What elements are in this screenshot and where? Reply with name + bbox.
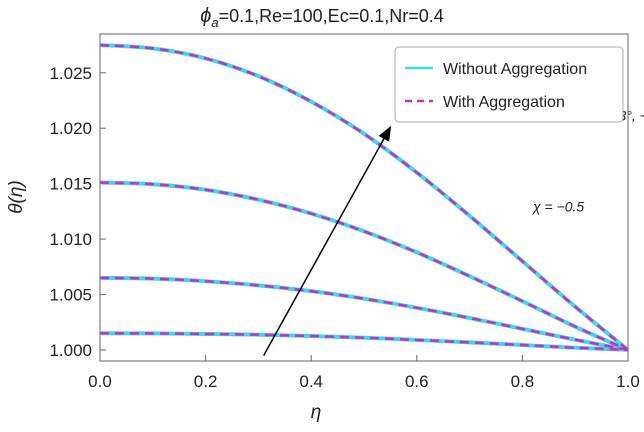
plot-area: 0.0 0.2 0.4 0.6 0.8 1.0 1.0001.0051.0101.0151… bbox=[49, 33, 644, 391]
y-tick-label: 1.000 bbox=[49, 341, 92, 360]
annotation-chi: χ = −0.5 bbox=[531, 198, 584, 214]
x-axis-ticks: 0.0 0.2 0.4 0.6 0.8 1.0 bbox=[88, 355, 640, 391]
y-tick-label: 1.015 bbox=[49, 175, 92, 194]
series-with-aggregation-4 bbox=[99, 43, 629, 351]
y-tick-label: 1.025 bbox=[49, 64, 92, 83]
series-lines bbox=[99, 43, 630, 352]
title-phi-subscript: a bbox=[211, 15, 218, 30]
y-axis-ticks: 1.000 1.005 1.010 1.015 1.020 1.025 bbox=[49, 64, 106, 360]
title-phi: ϕ bbox=[200, 5, 211, 27]
y-tick-label: 1.005 bbox=[49, 285, 92, 304]
legend-label-with: With Aggregation bbox=[443, 94, 565, 111]
legend-box bbox=[394, 46, 624, 123]
y-tick-label: 1.010 bbox=[49, 230, 92, 249]
x-tick-label: 1.0 bbox=[616, 372, 640, 391]
legend: Without Aggregation With Aggregation bbox=[394, 46, 624, 123]
series-with-aggregation-2 bbox=[99, 276, 629, 352]
series-with-aggregation-3 bbox=[99, 181, 629, 352]
x-tick-label: 0.8 bbox=[511, 372, 535, 391]
y-tick-label: 1.020 bbox=[49, 119, 92, 138]
x-tick-label: 0.2 bbox=[194, 372, 218, 391]
trend-arrow bbox=[263, 125, 392, 356]
x-tick-label: 0.0 bbox=[88, 372, 112, 391]
plot-frame bbox=[99, 33, 629, 362]
x-tick-label: 0.6 bbox=[405, 372, 429, 391]
series-with-aggregation-1 bbox=[99, 332, 629, 352]
title-rest: =0.1,Re=100,Ec=0.1,Nr=0.4 bbox=[219, 6, 444, 26]
legend-label-without: Without Aggregation bbox=[443, 61, 587, 78]
x-axis-label: η bbox=[311, 402, 322, 423]
y-axis-label: θ(η) bbox=[6, 180, 27, 214]
chart-title: ϕa=0.1,Re=100,Ec=0.1,Nr=0.4 bbox=[200, 5, 444, 30]
x-tick-label: 0.4 bbox=[299, 372, 323, 391]
